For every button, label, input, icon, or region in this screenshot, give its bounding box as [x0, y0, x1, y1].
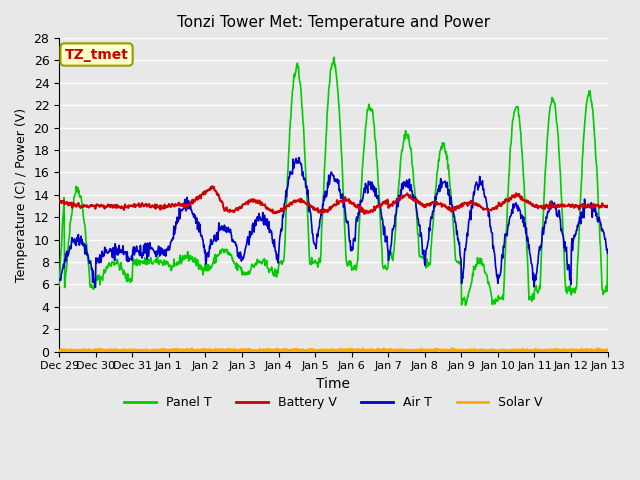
Text: TZ_tmet: TZ_tmet — [65, 48, 129, 61]
Y-axis label: Temperature (C) / Power (V): Temperature (C) / Power (V) — [15, 108, 28, 282]
Air T — [92, 285, 99, 290]
Battery V — [111, 204, 119, 210]
Air T — [494, 280, 502, 286]
X-axis label: Time: Time — [316, 377, 350, 391]
Air T — [278, 228, 285, 234]
Battery V — [278, 206, 285, 212]
Line: Panel T: Panel T — [59, 57, 607, 305]
Battery V — [298, 196, 305, 202]
Panel T — [494, 298, 502, 304]
Panel T — [111, 260, 119, 266]
Solar V — [484, 348, 492, 353]
Panel T — [433, 180, 440, 186]
Solar V — [449, 346, 456, 351]
Solar V — [298, 348, 305, 354]
Panel T — [484, 281, 492, 287]
Panel T — [604, 247, 611, 252]
Panel T — [297, 84, 305, 90]
Battery V — [604, 204, 611, 209]
Air T — [484, 205, 492, 211]
Battery V — [484, 207, 492, 213]
Solar V — [278, 348, 285, 354]
Line: Solar V: Solar V — [59, 348, 607, 351]
Battery V — [433, 199, 441, 205]
Solar V — [433, 348, 440, 353]
Solar V — [65, 348, 72, 354]
Air T — [295, 155, 303, 160]
Air T — [433, 191, 441, 196]
Air T — [112, 249, 120, 254]
Battery V — [360, 211, 368, 217]
Legend: Panel T, Battery V, Air T, Solar V: Panel T, Battery V, Air T, Solar V — [120, 391, 547, 414]
Battery V — [55, 198, 63, 204]
Solar V — [604, 348, 611, 353]
Panel T — [277, 260, 285, 266]
Solar V — [112, 347, 120, 353]
Title: Tonzi Tower Met: Temperature and Power: Tonzi Tower Met: Temperature and Power — [177, 15, 490, 30]
Panel T — [330, 54, 338, 60]
Panel T — [461, 302, 469, 308]
Panel T — [55, 283, 63, 288]
Solar V — [55, 348, 63, 354]
Solar V — [494, 348, 502, 354]
Line: Air T: Air T — [59, 157, 607, 288]
Line: Battery V: Battery V — [59, 186, 607, 214]
Battery V — [494, 203, 502, 209]
Air T — [604, 251, 611, 256]
Air T — [298, 166, 306, 172]
Air T — [55, 277, 63, 283]
Battery V — [209, 183, 216, 189]
